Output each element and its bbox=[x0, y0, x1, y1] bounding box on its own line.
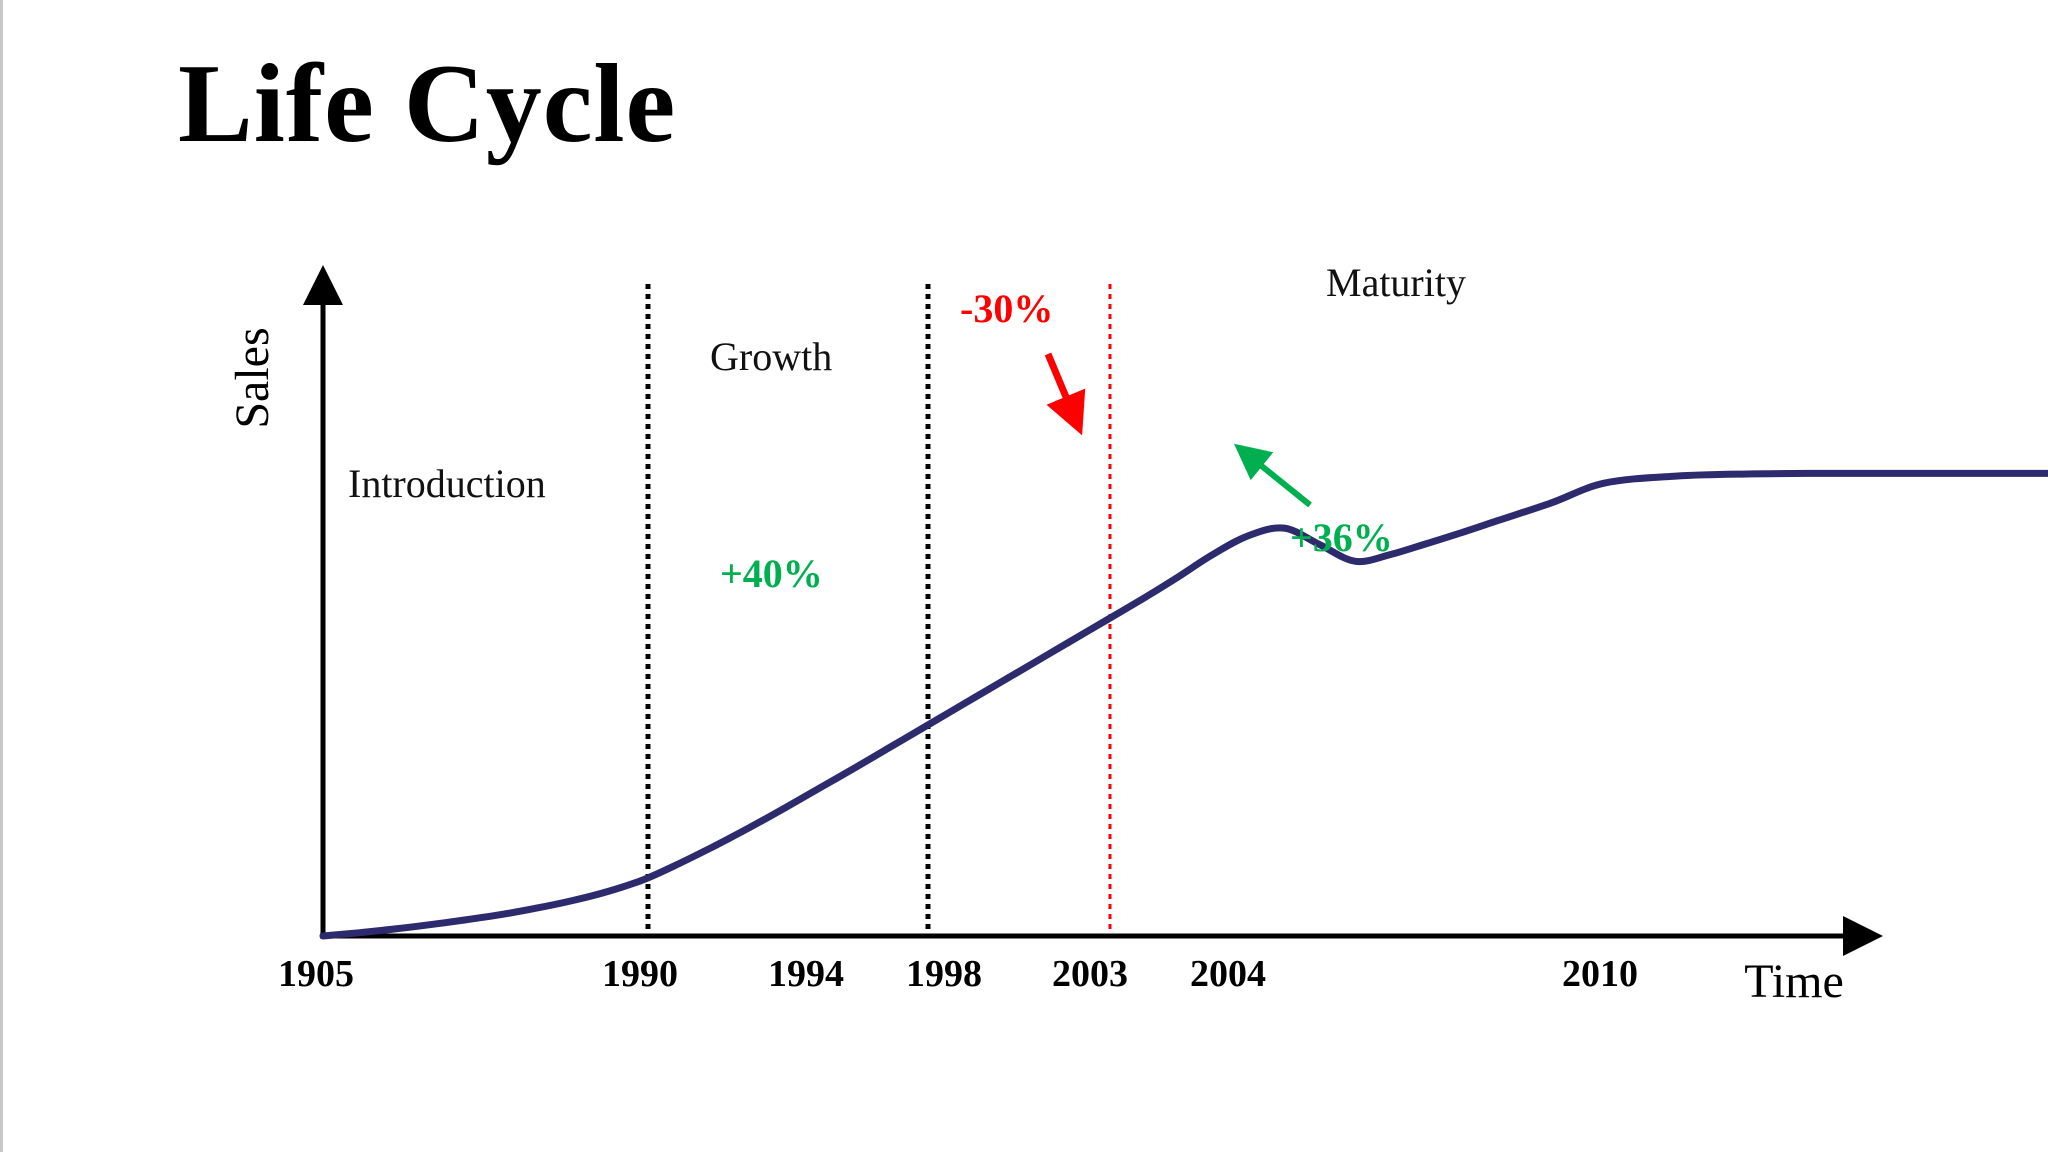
annotation-minus-30: -30% bbox=[960, 286, 1053, 331]
y-axis-title: Sales bbox=[226, 327, 279, 428]
slide-title: Life Cycle bbox=[178, 42, 677, 166]
phase-label-maturity: Maturity bbox=[1326, 260, 1466, 305]
x-tick-label-1905: 1905 bbox=[278, 953, 354, 995]
annotation-plus-36: +36% bbox=[1290, 515, 1393, 560]
series-line-sales bbox=[319, 469, 2048, 940]
x-axis-title: Time bbox=[1744, 955, 1844, 1008]
phase-label-introduction: Introduction bbox=[348, 461, 546, 506]
annotation-arrow-up-green bbox=[1233, 443, 1312, 508]
annotation-arrow-down-red bbox=[1044, 352, 1086, 436]
slide-left-border bbox=[0, 0, 3, 1152]
x-tick-label-1990: 1990 bbox=[602, 953, 678, 995]
x-tick-label-2003: 2003 bbox=[1052, 953, 1128, 995]
phase-label-growth: Growth bbox=[710, 334, 832, 379]
x-tick-label-2004: 2004 bbox=[1190, 953, 1266, 995]
x-tick-label-2010: 2010 bbox=[1562, 953, 1638, 995]
x-tick-label-1994: 1994 bbox=[768, 953, 844, 995]
annotation-plus-40: +40% bbox=[720, 551, 823, 596]
x-tick-label-1998: 1998 bbox=[906, 953, 982, 995]
